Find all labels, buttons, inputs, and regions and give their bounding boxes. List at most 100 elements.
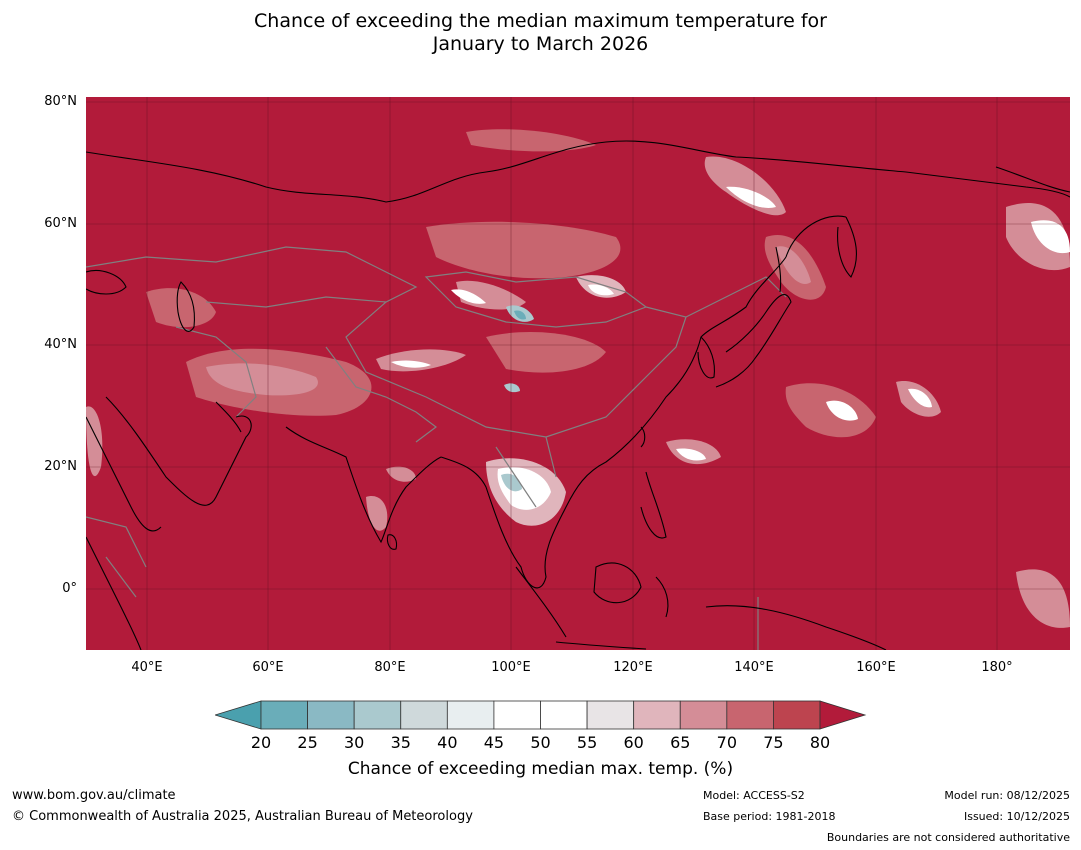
colorbar-cell	[400, 700, 448, 730]
border-india	[325, 346, 437, 443]
footer-model-run: Model run: 08/12/2025	[944, 789, 1070, 802]
footer-website[interactable]: www.bom.gov.au/climate	[12, 788, 176, 803]
colorbar-cell	[726, 700, 774, 730]
colorbar	[215, 700, 867, 730]
colorbar-over-arrow	[819, 700, 867, 730]
patch-pacific-mid-white	[908, 388, 932, 408]
colorbar-tick-label: 20	[250, 733, 272, 752]
colorbar-cell	[773, 700, 821, 730]
coast-alaska	[995, 166, 1070, 193]
title-line-2: January to March 2026	[432, 33, 649, 55]
coast-caspian	[176, 281, 195, 332]
colorbar-tick-label: 40	[437, 733, 458, 752]
colorbar-tick-label: 65	[670, 733, 691, 752]
coast-java	[555, 641, 647, 650]
coast-new-guinea	[705, 605, 887, 650]
colorbar-tick-label: 35	[390, 733, 411, 752]
lon-label-160e: 160°E	[856, 660, 896, 675]
patch-tibet	[376, 349, 466, 372]
patch-gobi-teal	[514, 310, 526, 320]
patch-bering-white	[1031, 220, 1070, 254]
lon-label-120e: 120°E	[613, 660, 653, 675]
coast-sulawesi	[655, 576, 669, 618]
coast-kamchatka	[837, 216, 857, 278]
colorbar-cell	[540, 700, 588, 730]
lat-label-40n: 40°N	[44, 337, 77, 352]
patch-philippine-sea-white	[676, 448, 706, 461]
lon-label-180: 180°	[981, 660, 1013, 675]
footer-model: Model: ACCESS-S2	[703, 789, 805, 802]
lon-label-60e: 60°E	[252, 660, 284, 675]
map-panel	[86, 97, 1070, 650]
colorbar-tick-label: 30	[343, 733, 365, 752]
coast-red-sea	[86, 416, 162, 532]
colorbar-cell	[260, 700, 308, 730]
lat-label-80n: 80°N	[44, 94, 77, 109]
colorbar-cell	[633, 700, 681, 730]
patch-east-mongolia-white	[588, 284, 614, 296]
patch-pacific-east-white	[826, 400, 858, 421]
coastlines	[86, 140, 1070, 650]
border-russia-east	[685, 276, 787, 318]
colorbar-cell	[679, 700, 728, 730]
coast-borneo	[593, 562, 642, 604]
lon-label-40e: 40°E	[131, 660, 163, 675]
coast-sumatra	[515, 566, 567, 638]
patch-mongolia-white	[451, 289, 486, 304]
colorbar-cells	[260, 700, 821, 730]
patch-west-asia-inner	[206, 363, 318, 396]
patch-caspian	[146, 288, 216, 328]
coast-sea-mainland	[440, 256, 787, 589]
colorbar-cell	[446, 700, 495, 730]
colorbar-tick-label: 75	[763, 733, 784, 752]
colorbar-label: Chance of exceeding median max. temp. (%…	[347, 759, 734, 779]
patch-tibet-white	[391, 360, 431, 368]
coast-taiwan	[640, 426, 646, 448]
footer-disclaimer: Boundaries are not considered authoritat…	[826, 831, 1070, 844]
coast-japan	[715, 294, 792, 388]
colorbar-tick-label: 55	[576, 733, 598, 752]
colorbar-tick-label: 45	[483, 733, 505, 752]
border-kazakhstan	[86, 246, 418, 308]
coast-africa	[86, 536, 142, 650]
probability-patches	[86, 129, 1070, 628]
patch-mongolia	[426, 221, 621, 279]
map-title: Chance of exceeding the median maximum t…	[0, 10, 1081, 56]
coast-korea	[697, 336, 715, 379]
coast-arctic	[86, 140, 1070, 203]
colorbar-tick-label: 70	[716, 733, 737, 752]
lon-label-140e: 140°E	[734, 660, 774, 675]
lat-label-20n: 20°N	[44, 459, 77, 474]
patch-china-spot	[504, 383, 520, 393]
footer-copyright: © Commonwealth of Australia 2025, Austra…	[12, 809, 473, 824]
probability-map	[86, 97, 1070, 650]
patch-arabia	[86, 406, 103, 477]
colorbar-under-arrow	[215, 700, 262, 730]
coast-arabia	[105, 396, 252, 506]
colorbar-cell	[493, 700, 541, 730]
lon-label-100e: 100°E	[491, 660, 531, 675]
footer-base-period: Base period: 1981-2018	[703, 810, 836, 823]
patch-china-central	[486, 332, 606, 373]
coast-india	[285, 426, 442, 544]
gridlines	[86, 97, 1070, 650]
colorbar-tick-label: 60	[623, 733, 644, 752]
coast-okhotsk	[785, 215, 847, 258]
title-line-1: Chance of exceeding the median maximum t…	[254, 10, 827, 32]
patch-bay-bengal	[386, 466, 416, 482]
patch-far-east-inner	[776, 246, 811, 284]
footer-issued: Issued: 10/12/2025	[963, 810, 1070, 823]
patch-equatorial	[1016, 569, 1070, 628]
coast-philippines	[640, 471, 667, 539]
patch-north-arctic	[466, 129, 596, 152]
patch-india-south	[366, 496, 388, 531]
coast-persian-gulf	[215, 401, 242, 433]
country-borders	[86, 246, 787, 650]
coast-black-sea	[86, 269, 127, 295]
colorbar-cell	[307, 700, 355, 730]
lon-label-80e: 80°E	[374, 660, 406, 675]
border-sea-states	[495, 436, 557, 508]
lat-label-0: 0°	[62, 581, 77, 596]
coast-sakhalin	[775, 246, 782, 293]
colorbar-cell	[353, 700, 402, 730]
